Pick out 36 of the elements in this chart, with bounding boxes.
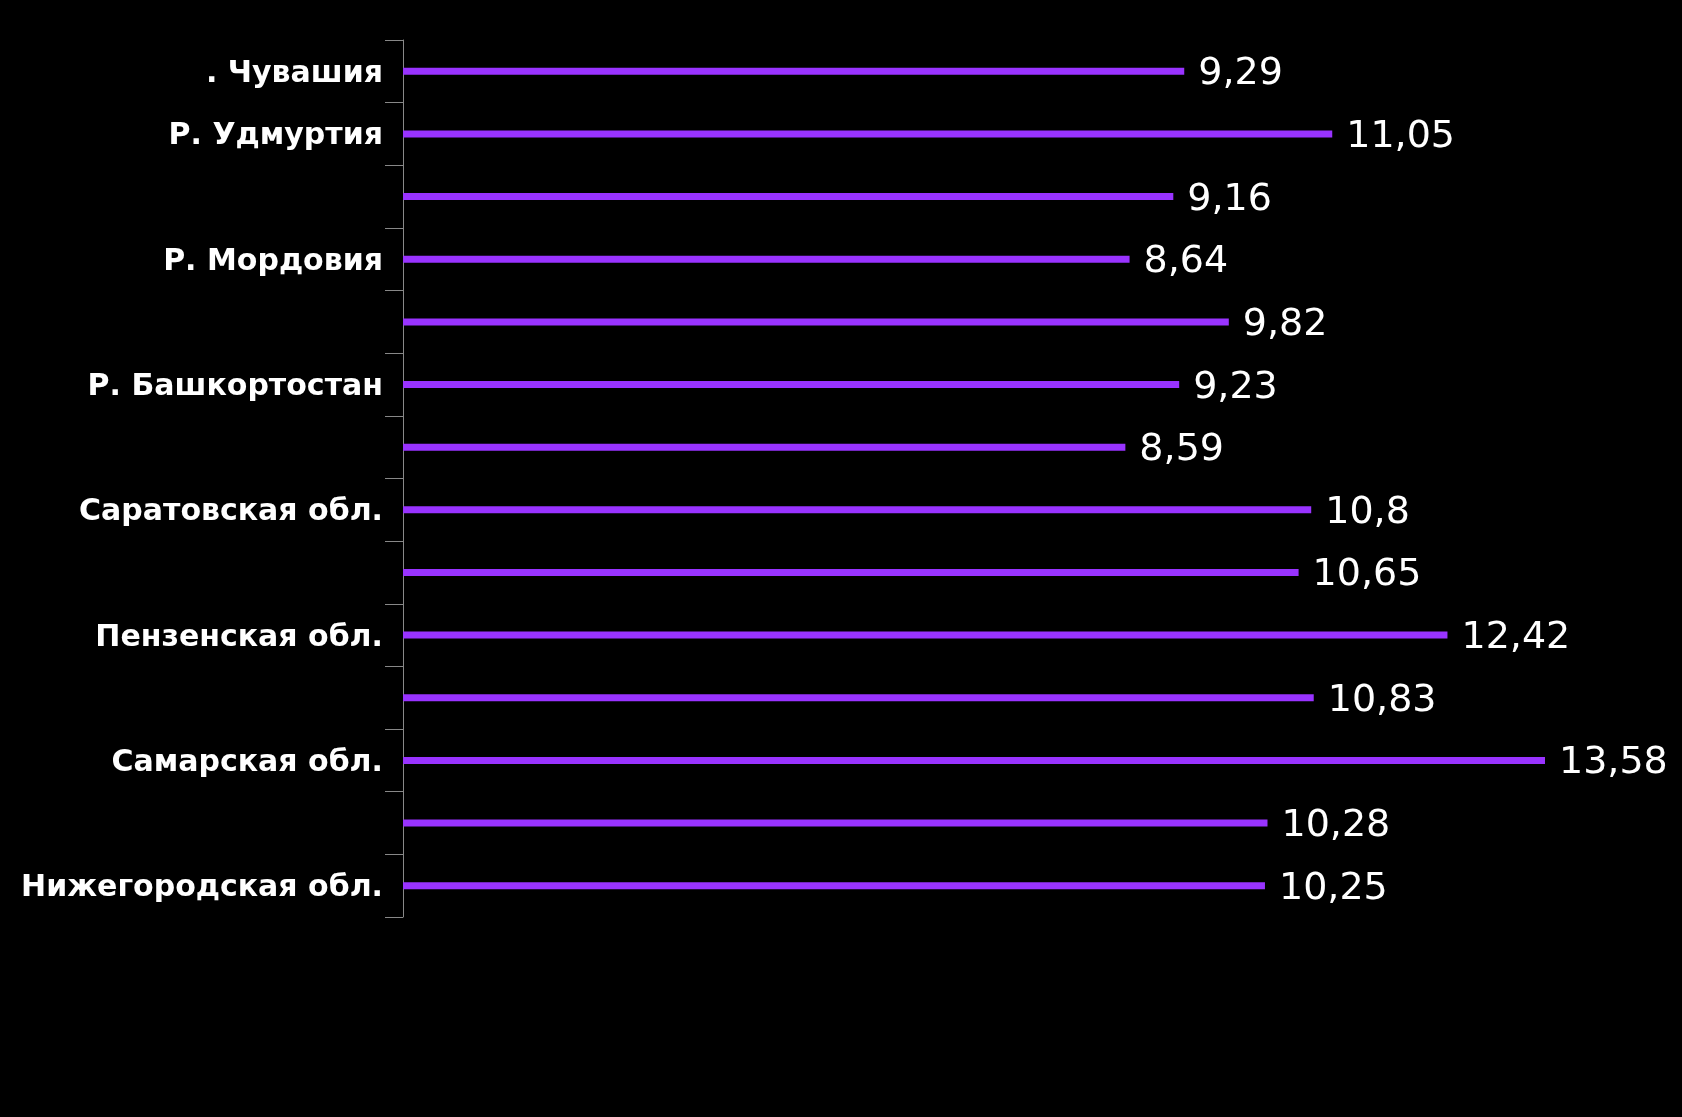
y-tick-label: Самарская обл. (111, 742, 383, 778)
bar (403, 568, 1299, 576)
data-label: 10,8 (1325, 487, 1410, 532)
y-tick-label: Саратовская обл. (79, 492, 383, 528)
y-tick-label: . Чувашия (205, 53, 383, 89)
bar (403, 67, 1185, 75)
data-label: 13,58 (1559, 738, 1668, 783)
bar (403, 756, 1545, 764)
bar (403, 193, 1174, 201)
data-label: 9,16 (1187, 174, 1272, 219)
data-label: 9,23 (1193, 362, 1278, 407)
bar (403, 819, 1268, 827)
data-label: 10,65 (1312, 550, 1422, 595)
y-tick-label: Нижегородская обл. (21, 868, 383, 904)
data-label: 8,59 (1139, 425, 1224, 470)
y-tick-label: Р. Башкортостан (87, 367, 383, 403)
bar (403, 318, 1229, 326)
bar (403, 506, 1312, 514)
bar (403, 882, 1265, 890)
data-label: 10,28 (1281, 801, 1391, 846)
y-tick-label: Р. Удмуртия (168, 116, 383, 152)
data-label: 10,83 (1327, 675, 1437, 720)
bar (403, 694, 1314, 702)
data-label: 12,42 (1461, 613, 1571, 658)
y-tick-label: Пензенская обл. (95, 617, 383, 653)
data-label: 8,64 (1143, 237, 1229, 282)
bar (403, 381, 1180, 389)
data-label: 10,25 (1278, 863, 1388, 908)
data-label: 9,29 (1198, 49, 1283, 94)
bar (403, 130, 1333, 138)
data-label: 11,05 (1346, 111, 1456, 156)
bar (403, 255, 1130, 263)
bar (403, 443, 1126, 451)
bar (403, 631, 1448, 639)
y-tick-label: Р. Мордовия (163, 241, 383, 277)
data-label: 9,82 (1242, 299, 1328, 344)
